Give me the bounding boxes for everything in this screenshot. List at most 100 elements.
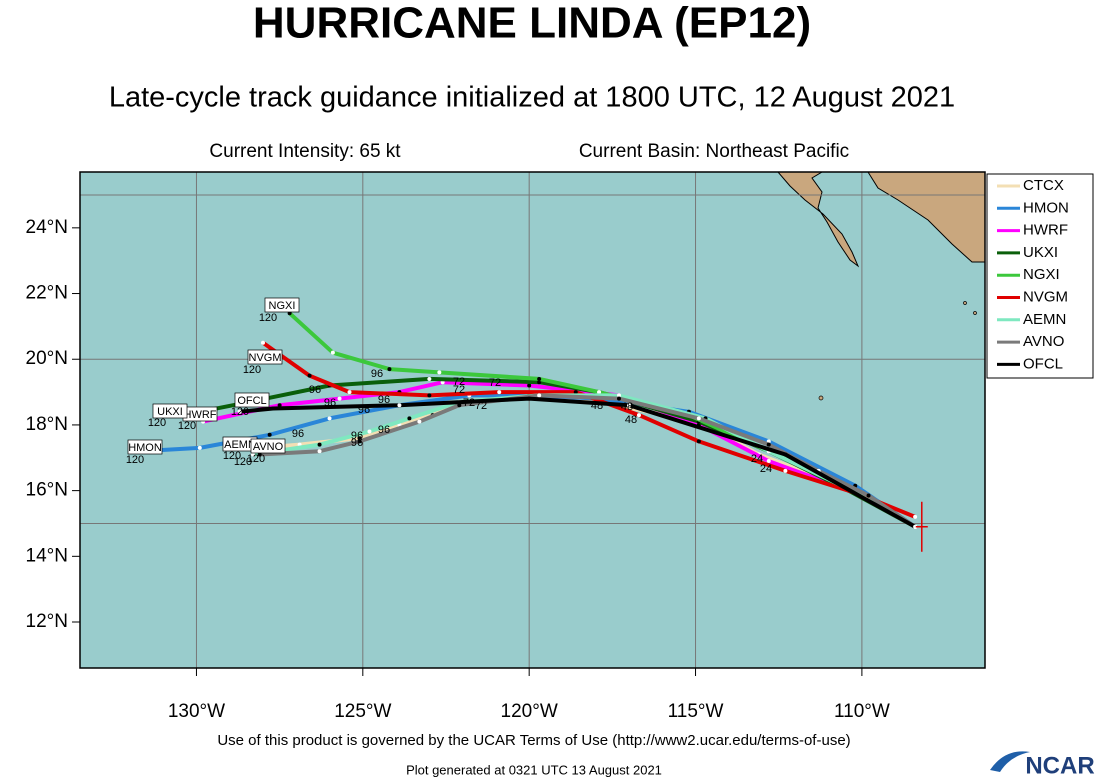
end-label: OFCL [237,395,266,407]
hour-label: 96 [378,394,390,406]
title: HURRICANE LINDA (EP12) [253,0,811,48]
track-point [573,390,578,395]
track-point [337,396,342,401]
hour-label: 120 [223,450,241,462]
hour-label: 96 [351,430,363,442]
x-tick-label: 110°W [834,701,890,722]
basin: Current Basin: Northeast Pacific [579,141,849,162]
grid [80,172,985,668]
track-labels: 12096721209648HMON1209672HWRF1209672UKXI… [126,297,772,475]
y-tick-label: 24°N [26,217,68,238]
hour-label: 72 [475,400,487,412]
x-tick-label: 130°W [168,701,225,722]
hour-label: 96 [351,437,363,449]
track-point [197,445,202,450]
logo-swoosh [990,751,1030,772]
end-label: AVNO [253,441,284,453]
hour-label: 120 [178,420,196,432]
legend-label: NVGM [1023,288,1068,305]
hour-label: 72 [453,384,465,396]
hour-label: 96 [324,397,336,409]
hour-label: 120 [259,312,277,324]
track-point [457,403,462,408]
track-point [617,396,622,401]
track-point [317,442,322,447]
track-point [497,390,502,395]
hour-label: 72 [463,397,475,409]
track-point [537,380,542,385]
track-point [537,393,542,398]
terms: Use of this product is governed by the U… [217,732,850,749]
track [259,393,917,529]
track-point [251,452,256,457]
axes: 130°W 125°W 120°W 115°W 110°W 12°N 14°N 16°N 18°… [26,217,890,722]
hour-label: 24 [751,453,763,465]
hour-label: 48 [591,400,603,412]
track-point [330,350,335,355]
hour-label: 96 [378,424,390,436]
tracks [137,311,928,552]
legend-label: AEMN [1023,311,1066,328]
end-label: NGXI [269,300,296,312]
track-point [267,432,272,437]
track-point [307,373,312,378]
track-point [317,449,322,454]
legend-label: OFCL [1023,355,1063,372]
track-point [597,390,602,395]
track-point [527,396,532,401]
hour-label: 120 [148,417,166,429]
legend-label: NGXI [1023,266,1060,283]
x-tick-label: 115°W [668,701,724,722]
ocean [80,172,985,668]
track-point [913,524,918,529]
end-label: NVGM [249,352,282,364]
track-point [347,390,352,395]
track-point [913,514,918,519]
end-label-box [152,403,188,419]
hour-label: 120 [234,456,252,468]
end-label: HMON [128,442,162,454]
track-point [696,439,701,444]
track-point [617,393,622,398]
track-point [357,439,362,444]
track-point [417,419,422,424]
end-label-box [127,439,163,455]
track-point [387,367,392,372]
track-point [626,403,631,408]
legend-label: AVNO [1023,333,1064,350]
hour-label: 96 [292,428,304,440]
track-point [407,416,412,421]
track-point [270,406,275,411]
hour-label: 72 [453,376,465,388]
subtitle: Late-cycle track guidance initialized at… [109,82,955,114]
track-point [237,409,242,414]
logo: NCAR [1025,752,1094,779]
end-label-box [247,349,283,365]
y-tick-label: 14°N [26,545,68,566]
track-point [783,452,788,457]
track [139,393,917,529]
intensity: Current Intensity: 65 kt [209,141,401,162]
track-point [783,468,788,473]
end-label: AEMN [224,439,256,451]
hour-label: 96 [309,384,321,396]
end-label-box [234,392,270,408]
track-point [427,393,432,398]
hour-label: 96 [371,368,383,380]
y-tick-label: 22°N [26,283,68,304]
track-point [397,403,402,408]
track-point [636,413,641,418]
hour-label: 120 [243,364,261,376]
y-tick-label: 12°N [26,611,68,632]
hour-label: 120 [126,454,144,466]
hour-label: 120 [231,406,249,418]
x-tick-label: 120°W [501,701,558,722]
map-frame [79,171,986,669]
track-point [257,452,262,457]
hour-label: 48 [621,401,633,413]
y-tick-label: 18°N [26,414,68,435]
hour-label: 72 [489,377,501,389]
track-point [527,383,532,388]
legend-label: UKXI [1023,244,1058,261]
